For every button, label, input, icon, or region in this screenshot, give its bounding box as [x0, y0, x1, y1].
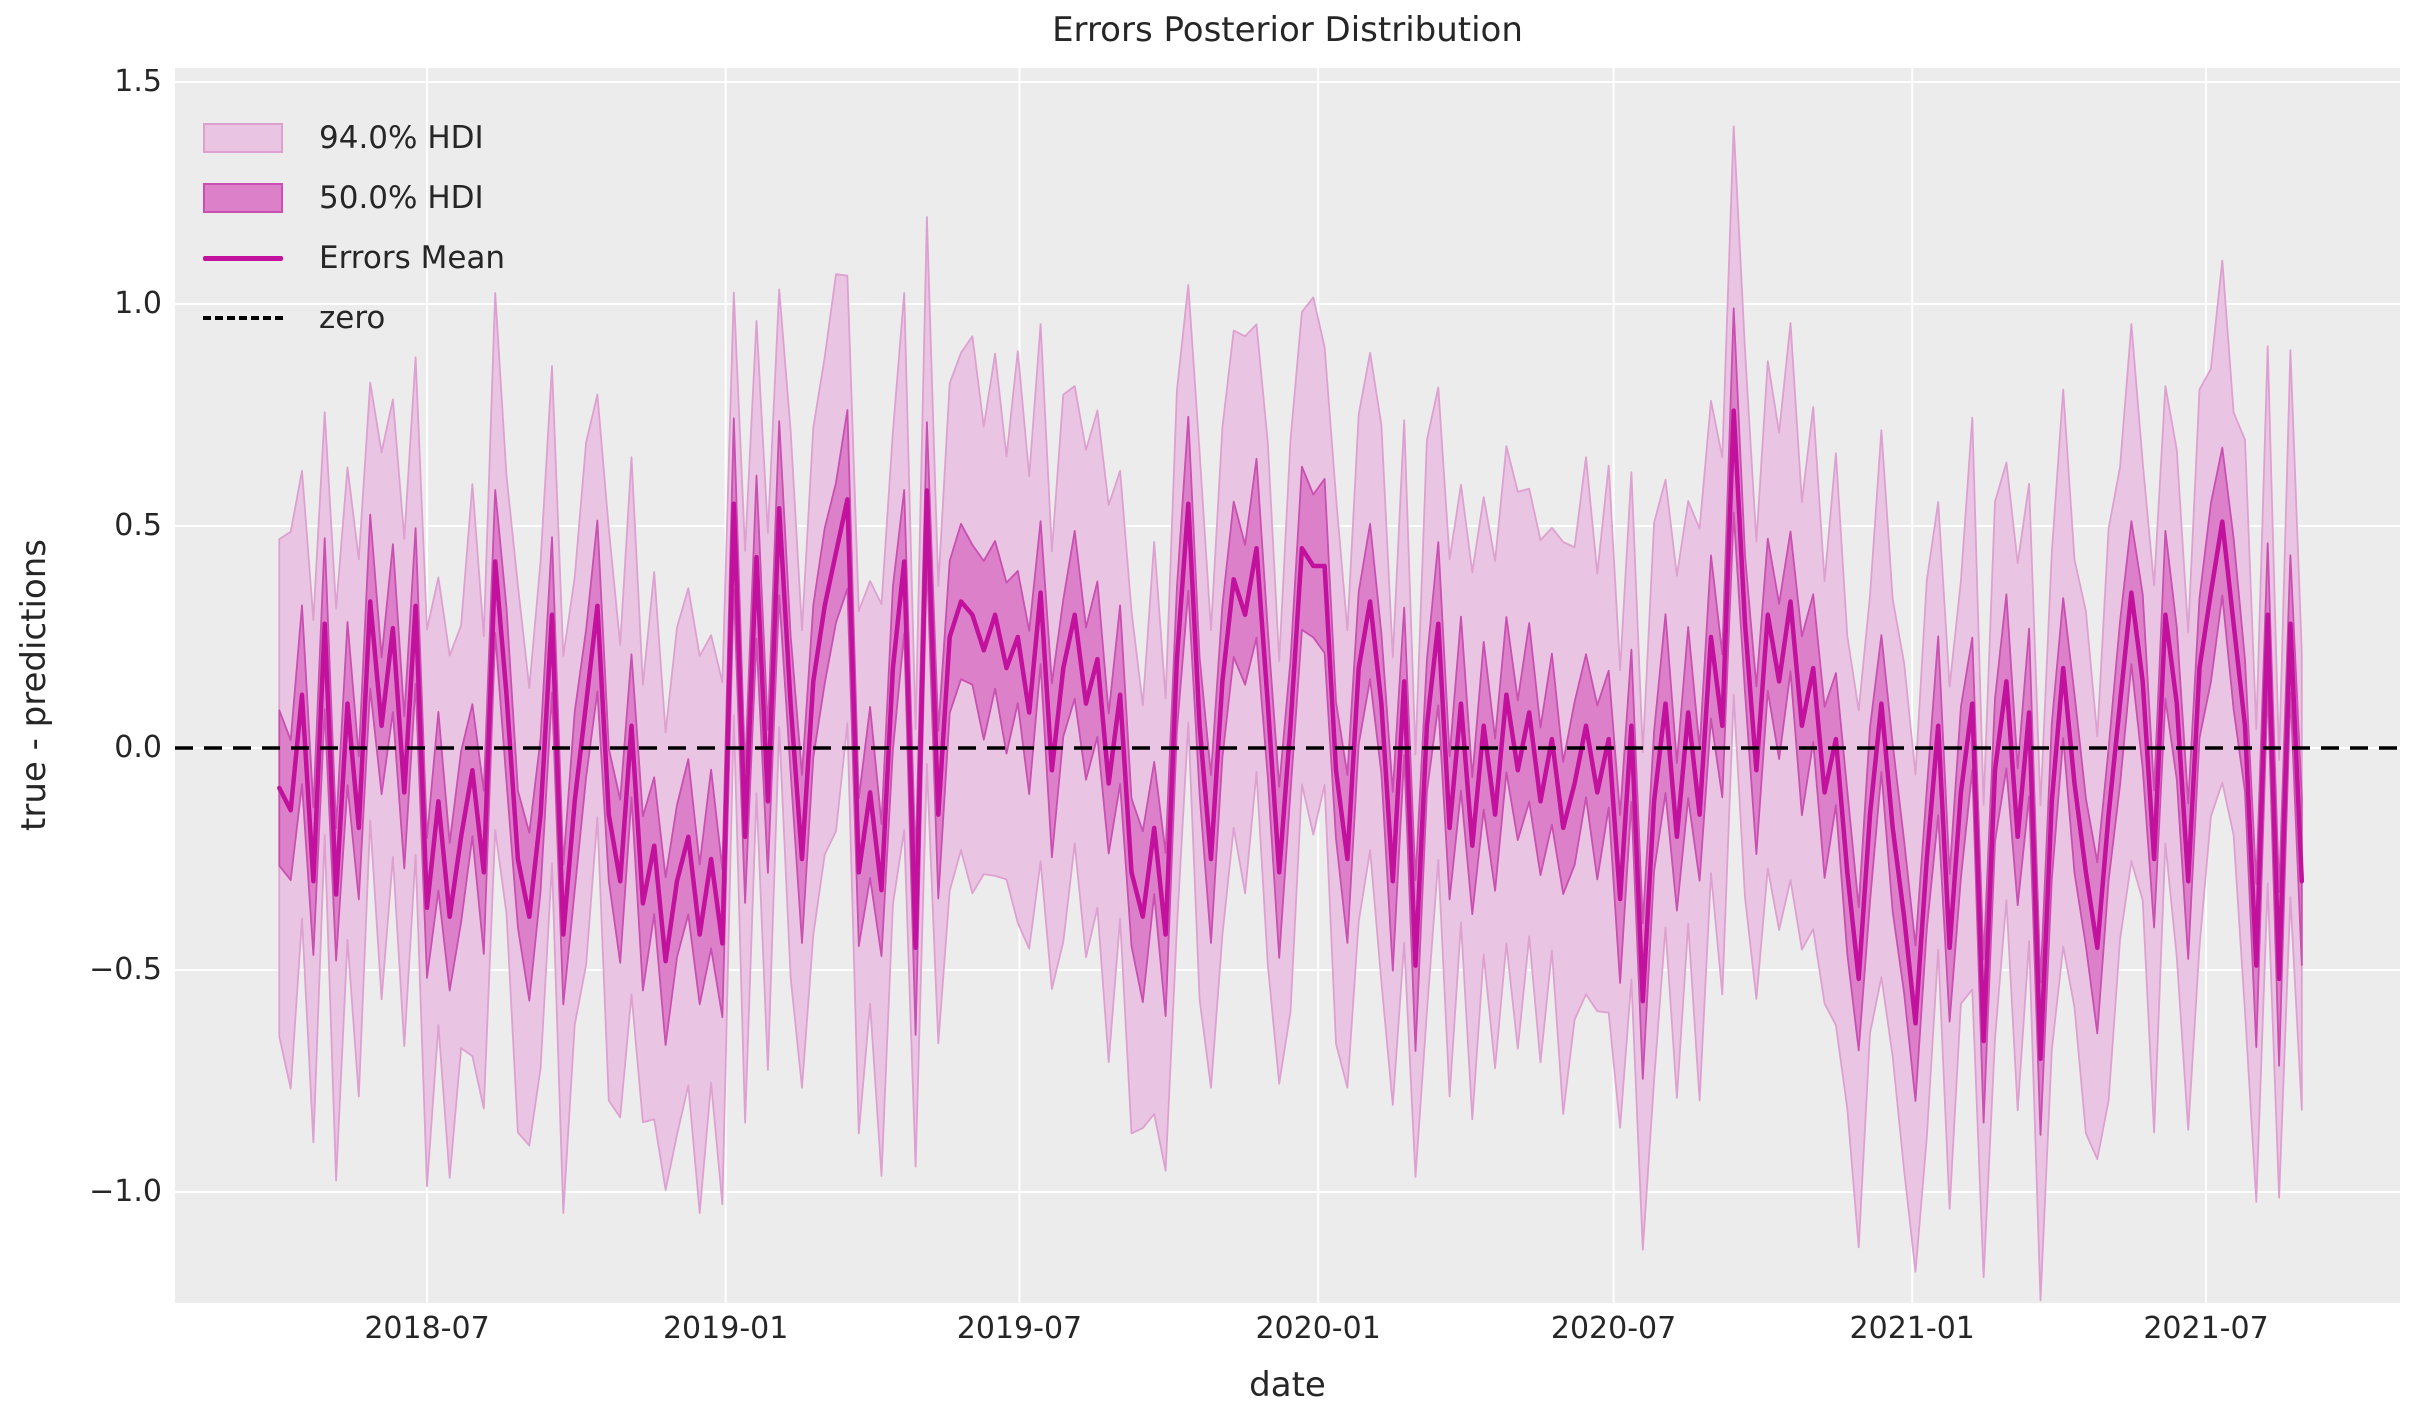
- legend: 94.0% HDI 50.0% HDI Errors Mean zero: [203, 108, 505, 348]
- legend-label: 50.0% HDI: [319, 180, 484, 216]
- x-tick-label: 2021-07: [2143, 1311, 2269, 1346]
- x-tick-label: 2020-07: [1550, 1311, 1677, 1346]
- x-tick-label: 2019-01: [662, 1311, 789, 1346]
- x-tick-label: 2019-07: [956, 1311, 1083, 1346]
- plot-canvas: [175, 68, 2400, 1303]
- legend-entry-hdi50: 50.0% HDI: [203, 168, 505, 228]
- mean-line-sample-icon: [203, 255, 283, 261]
- plot-area: 94.0% HDI 50.0% HDI Errors Mean zero: [175, 68, 2400, 1303]
- y-tick-label: −1.0: [89, 1174, 162, 1209]
- y-tick-label: 1.5: [114, 64, 162, 99]
- legend-label: 94.0% HDI: [319, 120, 484, 156]
- legend-entry-zero: zero: [203, 288, 505, 348]
- x-tick-label: 2018-07: [364, 1311, 490, 1346]
- y-tick-label: −0.5: [89, 952, 162, 987]
- x-tick-label: 2020-01: [1255, 1311, 1381, 1346]
- y-tick-label: 1.0: [114, 286, 162, 321]
- hdi94-swatch-icon: [203, 123, 283, 153]
- legend-entry-mean: Errors Mean: [203, 228, 505, 288]
- legend-entry-hdi94: 94.0% HDI: [203, 108, 505, 168]
- chart-title: Errors Posterior Distribution: [1052, 10, 1523, 50]
- legend-label: zero: [319, 300, 386, 336]
- hdi50-swatch-icon: [203, 183, 283, 213]
- y-axis-label: true - predictions: [14, 539, 54, 831]
- zero-line-sample-icon: [203, 316, 283, 320]
- x-tick-label: 2021-01: [1849, 1311, 1975, 1346]
- legend-label: Errors Mean: [319, 240, 506, 276]
- x-axis-label: date: [1249, 1365, 1326, 1405]
- y-tick-label: 0.5: [114, 508, 162, 543]
- errors-mean-line: [277, 408, 2305, 1062]
- y-tick-label: 0.0: [114, 730, 162, 765]
